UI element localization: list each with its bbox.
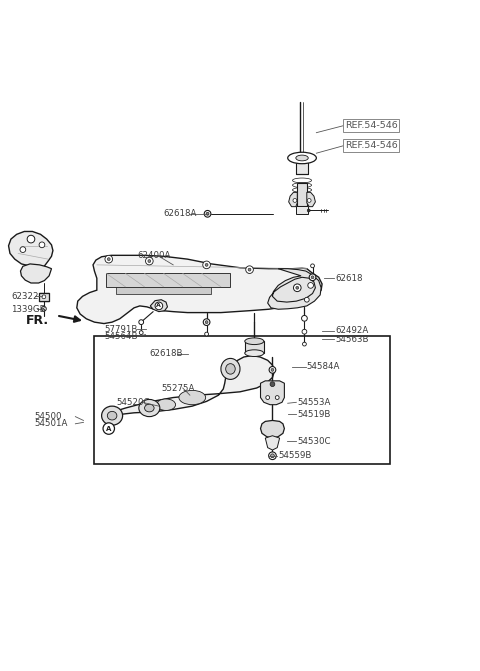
Ellipse shape xyxy=(102,406,122,425)
Circle shape xyxy=(108,258,110,260)
Polygon shape xyxy=(265,435,280,450)
Text: REF.54-546: REF.54-546 xyxy=(345,141,398,150)
Polygon shape xyxy=(268,268,321,309)
Text: 54530C: 54530C xyxy=(297,437,331,446)
Circle shape xyxy=(205,264,208,266)
Ellipse shape xyxy=(179,391,205,405)
Text: 54553A: 54553A xyxy=(297,398,331,407)
Circle shape xyxy=(206,213,209,215)
Circle shape xyxy=(139,331,143,335)
Text: 62400A: 62400A xyxy=(137,251,171,260)
Circle shape xyxy=(269,452,276,460)
Circle shape xyxy=(293,284,301,292)
Circle shape xyxy=(301,315,307,321)
Polygon shape xyxy=(110,356,275,415)
Polygon shape xyxy=(307,193,315,207)
Bar xyxy=(296,159,308,174)
Circle shape xyxy=(276,396,279,399)
Ellipse shape xyxy=(221,358,240,379)
Text: 54563B: 54563B xyxy=(336,335,369,344)
Ellipse shape xyxy=(139,399,160,417)
Circle shape xyxy=(155,302,163,310)
Circle shape xyxy=(302,342,306,346)
Circle shape xyxy=(41,307,46,311)
Text: 62618A: 62618A xyxy=(164,209,197,218)
Bar xyxy=(297,183,307,206)
Circle shape xyxy=(266,396,270,399)
Circle shape xyxy=(145,257,153,265)
Text: A: A xyxy=(106,425,111,431)
Circle shape xyxy=(246,266,253,274)
Circle shape xyxy=(293,199,297,203)
Circle shape xyxy=(204,332,208,336)
Circle shape xyxy=(248,268,251,271)
Text: A: A xyxy=(156,303,161,309)
Ellipse shape xyxy=(144,404,154,412)
Circle shape xyxy=(42,295,46,299)
Ellipse shape xyxy=(296,155,308,161)
Bar xyxy=(38,293,49,301)
Circle shape xyxy=(148,260,151,262)
Text: FR.: FR. xyxy=(26,314,49,327)
Circle shape xyxy=(311,276,314,278)
Circle shape xyxy=(307,199,311,203)
Circle shape xyxy=(204,211,211,217)
Circle shape xyxy=(309,274,316,280)
Bar xyxy=(116,287,211,293)
Circle shape xyxy=(20,247,26,252)
Ellipse shape xyxy=(245,350,264,356)
Bar xyxy=(107,274,230,287)
Circle shape xyxy=(39,242,45,248)
Text: 62618B: 62618B xyxy=(149,349,183,358)
Text: 54564B: 54564B xyxy=(104,332,137,341)
Bar xyxy=(296,206,308,214)
Circle shape xyxy=(271,368,274,371)
Text: 54500: 54500 xyxy=(35,412,62,421)
Text: 1339GB: 1339GB xyxy=(11,305,46,314)
Text: 62618: 62618 xyxy=(336,274,363,282)
Circle shape xyxy=(308,282,313,289)
Text: 54519B: 54519B xyxy=(297,410,331,419)
Text: REF.54-546: REF.54-546 xyxy=(345,121,398,130)
Bar xyxy=(245,342,264,353)
Text: 62492A: 62492A xyxy=(336,326,369,336)
Circle shape xyxy=(103,423,115,434)
Circle shape xyxy=(271,454,275,458)
Circle shape xyxy=(304,297,309,302)
Polygon shape xyxy=(9,231,53,268)
Ellipse shape xyxy=(156,399,176,411)
Circle shape xyxy=(296,287,299,289)
Polygon shape xyxy=(77,256,322,323)
Ellipse shape xyxy=(288,152,316,164)
Ellipse shape xyxy=(108,411,117,420)
Text: 62322: 62322 xyxy=(11,292,38,301)
Text: 54584A: 54584A xyxy=(307,362,340,372)
Circle shape xyxy=(302,329,307,334)
Circle shape xyxy=(269,366,276,373)
Text: 54501A: 54501A xyxy=(35,419,68,428)
Circle shape xyxy=(307,209,310,212)
Circle shape xyxy=(311,264,314,268)
Circle shape xyxy=(205,321,208,323)
Polygon shape xyxy=(150,300,168,311)
Text: 55275A: 55275A xyxy=(161,384,194,393)
Circle shape xyxy=(139,320,144,325)
Polygon shape xyxy=(261,381,284,405)
Ellipse shape xyxy=(245,338,264,345)
Circle shape xyxy=(203,261,210,268)
Ellipse shape xyxy=(226,364,235,374)
Polygon shape xyxy=(261,421,284,438)
Text: 54559B: 54559B xyxy=(278,452,312,460)
Circle shape xyxy=(27,236,35,243)
Text: 54520C: 54520C xyxy=(116,398,149,407)
Circle shape xyxy=(270,382,275,386)
Polygon shape xyxy=(288,193,297,207)
Circle shape xyxy=(203,319,210,325)
Bar xyxy=(95,336,390,464)
Polygon shape xyxy=(21,264,51,283)
Circle shape xyxy=(105,256,113,263)
Text: 57791B: 57791B xyxy=(104,325,137,333)
